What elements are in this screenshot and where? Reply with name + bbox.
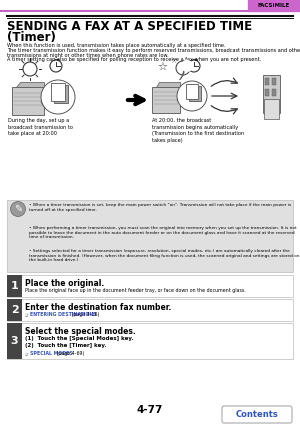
Circle shape	[177, 81, 207, 111]
Polygon shape	[156, 82, 180, 87]
Bar	[272, 89, 276, 96]
Circle shape	[181, 60, 193, 72]
Text: • Settings selected for a timer transmission (exposure, resolution, special mode: • Settings selected for a timer transmis…	[29, 249, 299, 262]
Text: (Timer): (Timer)	[7, 31, 56, 44]
Bar	[265, 89, 269, 96]
Text: (2)  Touch the [Timer] key.: (2) Touch the [Timer] key.	[25, 343, 106, 348]
Text: 4-77: 4-77	[137, 405, 163, 415]
Text: Place the original face up in the document feeder tray, or face down on the docu: Place the original face up in the docume…	[25, 288, 246, 293]
Bar	[54, 85, 68, 103]
Bar	[51, 83, 65, 101]
Text: Enter the destination fax number.: Enter the destination fax number.	[25, 303, 171, 312]
Bar	[7, 323, 293, 359]
Text: • When performing a timer transmission, you must scan the original into memory w: • When performing a timer transmission, …	[29, 226, 297, 239]
Text: Place the original.: Place the original.	[25, 279, 104, 288]
Text: ☆: ☆	[171, 58, 177, 64]
Text: • When a timer transmission is set, keep the main power switch "on". Transmissio: • When a timer transmission is set, keep…	[29, 203, 291, 212]
Text: 1: 1	[11, 281, 18, 291]
Text: SPECIAL MODES: SPECIAL MODES	[30, 351, 73, 356]
Text: 3: 3	[11, 336, 18, 346]
Bar	[272, 78, 276, 85]
Polygon shape	[41, 95, 44, 107]
Text: During the day, set up a
broadcast transmission to
take place at 20:00: During the day, set up a broadcast trans…	[8, 118, 73, 136]
Text: When this function is used, transmission takes place automatically at a specifie: When this function is used, transmission…	[7, 43, 226, 48]
Text: (1)  Touch the [Special Modes] key.: (1) Touch the [Special Modes] key.	[25, 336, 134, 341]
Text: (page 4-16): (page 4-16)	[70, 312, 99, 317]
Text: ☞: ☞	[25, 312, 29, 317]
Bar	[7, 275, 293, 297]
Text: ENTERING DESTINATIONS: ENTERING DESTINATIONS	[30, 312, 97, 317]
Text: ☆: ☆	[157, 62, 167, 72]
Text: 2: 2	[11, 305, 18, 315]
Circle shape	[41, 80, 75, 114]
Bar	[265, 100, 269, 107]
Bar	[7, 275, 22, 297]
Text: ✎: ✎	[14, 204, 22, 214]
Bar	[7, 299, 22, 321]
Bar	[152, 87, 180, 113]
Polygon shape	[16, 82, 44, 87]
Text: Select the special modes.: Select the special modes.	[25, 327, 136, 336]
Bar	[272, 100, 276, 107]
Text: (page 4-69): (page 4-69)	[55, 351, 84, 356]
Text: Contents: Contents	[236, 410, 278, 419]
FancyBboxPatch shape	[222, 406, 292, 423]
Bar	[186, 84, 198, 99]
Circle shape	[11, 201, 26, 217]
Bar	[263, 75, 280, 113]
Circle shape	[176, 61, 190, 75]
Text: ☞: ☞	[25, 351, 29, 356]
Bar	[7, 200, 293, 272]
Bar	[12, 87, 44, 115]
Bar	[7, 299, 293, 321]
Text: ): )	[179, 64, 185, 82]
Bar	[189, 86, 201, 101]
Bar	[265, 78, 269, 85]
Text: SENDING A FAX AT A SPECIFIED TIME: SENDING A FAX AT A SPECIFIED TIME	[7, 20, 252, 33]
Text: At 20:00, the broadcast
transmission begins automatically
(Transmission to the f: At 20:00, the broadcast transmission beg…	[152, 118, 244, 143]
Polygon shape	[177, 94, 180, 104]
Bar	[248, 0, 300, 11]
Text: A timer setting can also be specified for polling reception to receive a fax whe: A timer setting can also be specified fo…	[7, 57, 261, 62]
Text: transmissions at night or other times when phone rates are low.: transmissions at night or other times wh…	[7, 53, 169, 58]
Bar	[7, 323, 22, 359]
Text: FACSIMILE: FACSIMILE	[258, 3, 290, 8]
Text: The timer transmission function makes it easy to perform reserved transmissions,: The timer transmission function makes it…	[7, 48, 300, 53]
Bar	[264, 99, 279, 119]
